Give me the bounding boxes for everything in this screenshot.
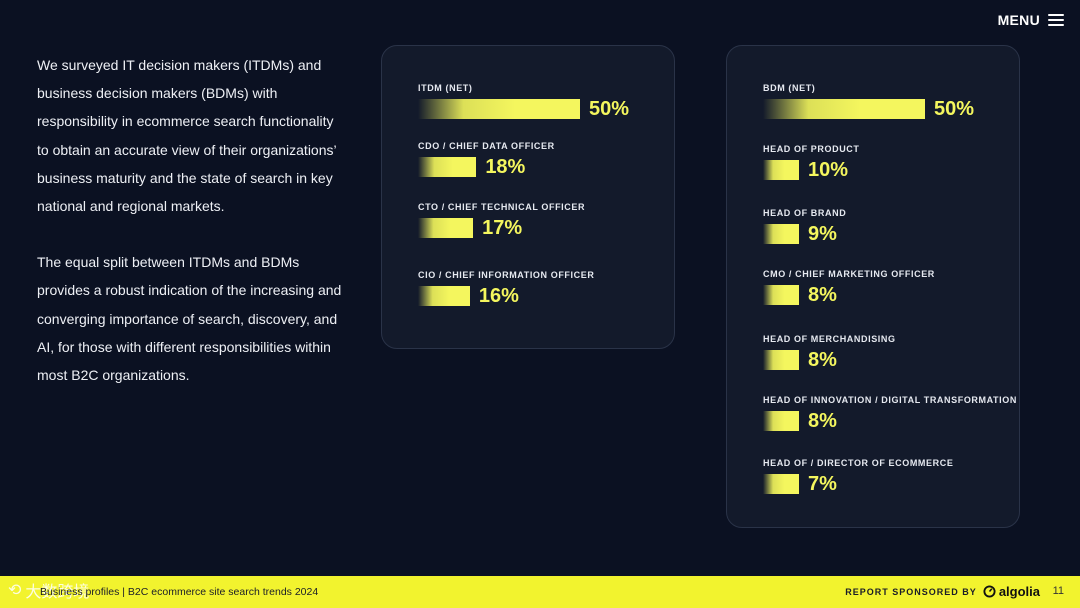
hamburger-icon (1048, 14, 1064, 26)
bdm-bar-row: 7% (763, 473, 953, 495)
sponsor-block: REPORT SPONSORED BY algolia (845, 584, 1040, 599)
itdm-bar-group: CDO / CHIEF DATA OFFICER 18% (418, 140, 555, 178)
itdm-bar (418, 286, 470, 306)
bdm-bar-group: HEAD OF INNOVATION / DIGITAL TRANSFORMAT… (763, 394, 1017, 432)
bdm-bar-row: 8% (763, 349, 896, 371)
algolia-text: algolia (998, 584, 1040, 599)
bdm-category-label: BDM (NET) (763, 83, 816, 93)
itdm-bar (418, 157, 477, 177)
bdm-bar-row: 9% (763, 223, 846, 245)
bdm-bar-row: 10% (763, 159, 860, 181)
sponsor-label: REPORT SPONSORED BY (845, 586, 977, 597)
bdm-bar (763, 160, 799, 180)
itdm-category-label: CTO / CHIEF TECHNICAL OFFICER (418, 202, 586, 212)
bdm-bar (763, 350, 799, 370)
itdm-category-label: ITDM (NET) (418, 83, 473, 93)
footer-bar: ⟲ 大数跨境 Business profiles | B2C ecommerce… (0, 576, 1080, 608)
itdm-category-label: CDO / CHIEF DATA OFFICER (418, 141, 555, 151)
algolia-logo[interactable]: algolia (983, 584, 1040, 599)
bdm-bar (763, 285, 799, 305)
itdm-bar-group: CIO / CHIEF INFORMATION OFFICER 16% (418, 269, 594, 307)
itdm-bar-group: CTO / CHIEF TECHNICAL OFFICER 17% (418, 201, 585, 239)
itdm-bar-row: 50% (418, 98, 629, 120)
bdm-value-label: 10% (808, 159, 849, 181)
watermark-text: 大数跨境 (25, 584, 90, 601)
itdm-bar (418, 99, 580, 119)
itdm-bar-row: 17% (418, 217, 585, 239)
itdm-bar (418, 218, 474, 238)
bdm-value-label: 8% (808, 284, 837, 306)
bdm-bar-group: CMO / CHIEF MARKETING OFFICER 8% (763, 268, 935, 306)
itdm-category-label: CIO / CHIEF INFORMATION OFFICER (418, 270, 595, 280)
bdm-bar-group: HEAD OF BRAND 9% (763, 207, 846, 245)
bdm-bar-row: 8% (763, 284, 935, 306)
bdm-value-label: 50% (934, 98, 975, 120)
bdm-value-label: 9% (808, 223, 837, 245)
watermark-logo-icon: ⟲ (8, 582, 22, 599)
itdm-value-label: 50% (589, 98, 630, 120)
bdm-bar-group: HEAD OF / DIRECTOR OF ECOMMERCE 7% (763, 457, 953, 495)
menu-button[interactable]: MENU (998, 12, 1064, 28)
bdm-category-label: HEAD OF BRAND (763, 208, 847, 218)
footer-caption: Business profiles | B2C ecommerce site s… (40, 586, 319, 598)
bdm-bar-group: BDM (NET) 50% (763, 82, 974, 120)
algolia-icon (983, 585, 996, 598)
bdm-bar (763, 411, 799, 431)
page-number: 11 (1052, 585, 1064, 597)
itdm-chart-panel: ITDM (NET) 50% CDO / CHIEF DATA OFFICER 18%… (381, 45, 675, 349)
watermark: ⟲ 大数跨境 (8, 578, 89, 602)
bdm-bar-group: HEAD OF MERCHANDISING 8% (763, 333, 896, 371)
bdm-category-label: HEAD OF MERCHANDISING (763, 334, 896, 344)
bdm-bar (763, 99, 925, 119)
menu-label: MENU (997, 12, 1040, 28)
bdm-category-label: CMO / CHIEF MARKETING OFFICER (763, 269, 935, 279)
bdm-category-label: HEAD OF / DIRECTOR OF ECOMMERCE (763, 458, 954, 468)
itdm-value-label: 17% (482, 217, 523, 239)
bdm-value-label: 8% (808, 410, 837, 432)
intro-paragraph-1: We surveyed IT decision makers (ITDMs) a… (37, 57, 337, 215)
intro-paragraph-2: The equal split between ITDMs and BDMs p… (37, 254, 342, 384)
bdm-bar (763, 474, 799, 494)
bdm-bar-row: 8% (763, 410, 1017, 432)
itdm-value-label: 16% (478, 285, 519, 307)
bdm-bar (763, 224, 799, 244)
intro-text: We surveyed IT decision makers (ITDMs) a… (37, 51, 347, 389)
bdm-bar-row: 50% (763, 98, 974, 120)
bdm-chart-panel: BDM (NET) 50% HEAD OF PRODUCT 10% HEAD OF BR… (726, 45, 1020, 528)
bdm-value-label: 7% (808, 473, 837, 495)
itdm-bar-row: 16% (418, 285, 594, 307)
bdm-value-label: 8% (808, 349, 837, 371)
bdm-category-label: HEAD OF PRODUCT (763, 144, 860, 154)
bdm-bar-group: HEAD OF PRODUCT 10% (763, 143, 860, 181)
bdm-category-label: HEAD OF INNOVATION / DIGITAL TRANSFORMAT… (763, 395, 1017, 405)
itdm-bar-group: ITDM (NET) 50% (418, 82, 629, 120)
itdm-value-label: 18% (485, 156, 526, 178)
itdm-bar-row: 18% (418, 156, 555, 178)
